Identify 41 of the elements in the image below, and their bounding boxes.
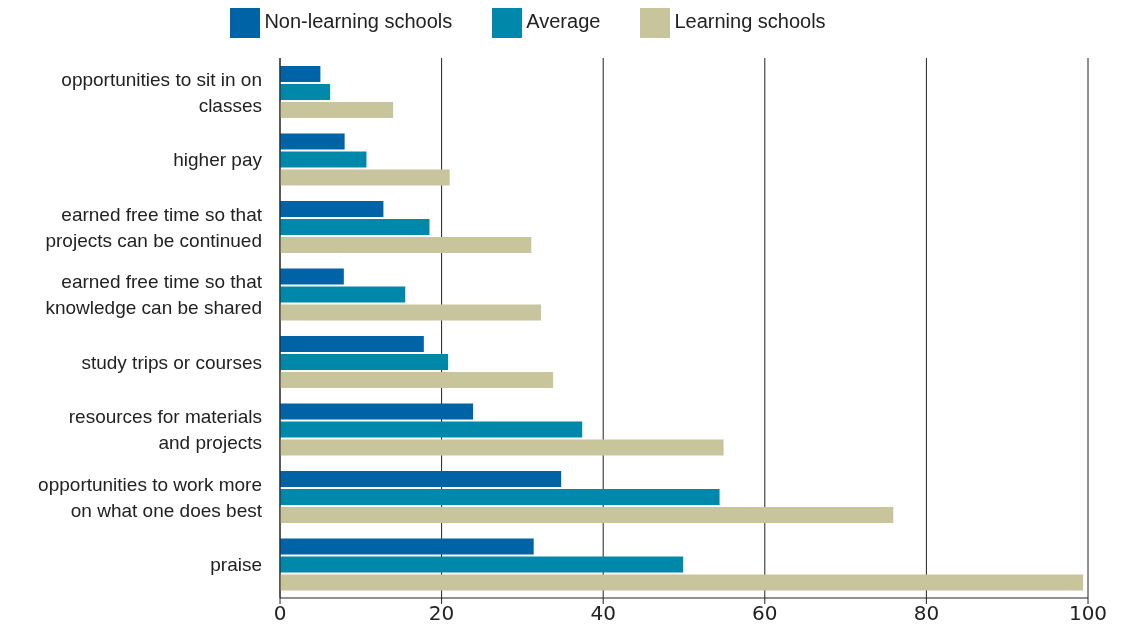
bar: [280, 219, 430, 236]
y-tick-label: resources for materials and projects: [68, 405, 262, 453]
bar: [280, 507, 894, 524]
x-tick-label: 20: [428, 601, 455, 626]
bar: [280, 538, 534, 555]
bar: [280, 421, 583, 438]
bar: [280, 286, 406, 303]
legend-label: Learning schools: [674, 10, 826, 33]
y-tick-label: opportunities to work more on what one does best: [38, 473, 263, 521]
y-tick-label: higher pay: [173, 148, 263, 170]
y-tick-label: praise: [210, 553, 262, 575]
bar: [280, 133, 345, 150]
bar: [280, 268, 344, 285]
y-tick-label: earned free time so that knowledge can be shared: [45, 270, 263, 318]
bar: [280, 237, 532, 254]
x-tick-label: 100: [1068, 601, 1108, 626]
legend-label: Non-learning schools: [264, 10, 453, 33]
bar: [280, 439, 724, 456]
y-tick-label: study trips or courses: [81, 351, 262, 373]
bar: [280, 372, 554, 389]
bar: [280, 354, 449, 371]
x-tick-label: 60: [752, 601, 778, 626]
bar: [280, 574, 1084, 591]
bar: [280, 151, 367, 168]
y-tick-label: earned free time so that projects can be continued: [45, 203, 263, 251]
bar: [280, 471, 562, 488]
bar: [280, 489, 720, 506]
bar: [280, 304, 541, 321]
y-tick-label: opportunities to sit in on classes: [61, 68, 262, 116]
bar: [280, 169, 450, 186]
legend-label: Average: [526, 10, 601, 33]
bar: [280, 201, 384, 218]
bar: [280, 336, 424, 353]
x-tick-label: 0: [273, 601, 287, 626]
x-tick-label: 80: [913, 601, 940, 626]
bar: [280, 102, 394, 119]
bar: [280, 84, 331, 101]
x-tick-label: 40: [590, 601, 616, 626]
bar: [280, 403, 474, 420]
bar: [280, 556, 684, 573]
bar: [280, 66, 321, 83]
